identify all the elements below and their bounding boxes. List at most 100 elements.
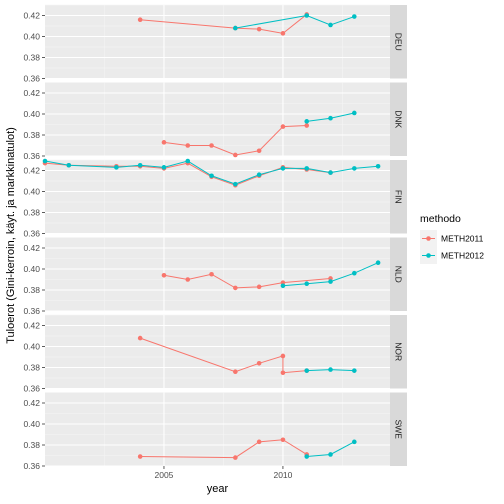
data-point (280, 283, 286, 289)
y-tick-label: 0.38 (23, 285, 40, 295)
x-axis: 2005 2010 (155, 466, 293, 480)
data-point (256, 172, 262, 177)
data-point (209, 143, 214, 148)
data-point (304, 166, 310, 171)
data-point (328, 452, 333, 457)
data-point (375, 164, 381, 169)
facet-strip-label: FIN (394, 190, 404, 204)
x-axis-title: year (207, 483, 229, 495)
y-tick-label: 0.36 (23, 151, 40, 161)
y-tick-label: 0.42 (23, 11, 40, 21)
y-tick-label: 0.38 (23, 53, 40, 63)
data-point (66, 162, 72, 168)
data-point (137, 335, 143, 341)
series-line-meth2011 (44, 162, 331, 186)
y-tick-label: 0.40 (23, 264, 40, 274)
data-point (352, 270, 357, 276)
data-point (209, 173, 214, 179)
facet-strip-label: DEU (394, 33, 404, 51)
panel-nor: 0.36 0.38 0.40 0.42 NOR (23, 314, 407, 394)
data-point (375, 260, 381, 266)
data-point (352, 110, 357, 116)
legend-entry: METH2011 (420, 230, 484, 247)
legend: methodo METH2011 METH2012 (420, 213, 484, 264)
data-point (328, 22, 333, 28)
facet-strip-label: SWE (394, 420, 404, 440)
data-point (280, 31, 286, 36)
panel-background (45, 315, 390, 389)
data-point (161, 140, 167, 145)
series-line-meth2012 (235, 14, 355, 29)
panel-dnk: 0.36 0.38 0.40 0.42 DNK (23, 82, 407, 161)
data-point (280, 124, 286, 129)
data-point (256, 148, 262, 154)
y-tick-label: 0.38 (23, 208, 40, 218)
data-point (280, 280, 286, 285)
data-point (42, 158, 48, 164)
data-point (328, 170, 333, 175)
y-tick-label: 0.42 (23, 88, 40, 98)
data-point (352, 166, 357, 171)
data-point (328, 115, 333, 121)
data-point (161, 165, 167, 170)
panel-background (45, 237, 390, 311)
legend-label: METH2012 (441, 251, 484, 261)
data-point (114, 165, 119, 170)
data-point (137, 454, 143, 459)
data-point (137, 17, 143, 23)
y-tick-label: 0.42 (23, 166, 40, 176)
data-point (233, 285, 238, 291)
data-point (185, 143, 191, 148)
facet-strip (390, 392, 407, 466)
y-tick-label: 0.40 (23, 109, 40, 119)
y-tick-label: 0.42 (23, 243, 40, 253)
facet-strip-label: NOR (394, 342, 404, 361)
data-point (304, 368, 310, 373)
data-point (304, 123, 310, 128)
y-tick-label: 0.40 (23, 419, 40, 429)
panel-fin: 0.36 0.38 0.40 0.42 FIN (23, 158, 407, 239)
data-point (161, 273, 167, 278)
y-axis-title: Tuloerot (Gini-kerroin, käyt. ja markkin… (5, 127, 17, 344)
legend-title: methodo (420, 213, 461, 225)
data-point (304, 13, 310, 18)
y-tick-label: 0.40 (23, 187, 40, 197)
panel-swe: 0.36 0.38 0.40 0.42 SWE (23, 392, 407, 471)
legend-key-point (426, 236, 431, 241)
data-point (233, 25, 238, 31)
y-tick-label: 0.42 (23, 398, 40, 408)
data-point (137, 162, 143, 168)
data-point (233, 181, 238, 187)
data-point (256, 26, 262, 32)
data-point (352, 368, 357, 373)
panel-nld: 0.36 0.38 0.40 0.42 NLD (23, 237, 407, 316)
series-line-meth2011 (140, 337, 307, 374)
x-tick-label: 2005 (155, 470, 174, 480)
data-point (185, 277, 191, 282)
data-point (352, 14, 357, 19)
y-tick-label: 0.36 (23, 384, 40, 394)
panel-deu: 0.36 0.38 0.40 0.42 DEU (23, 4, 407, 84)
data-point (256, 439, 262, 445)
y-tick-label: 0.36 (23, 306, 40, 316)
facet-strip (390, 82, 407, 156)
data-point (256, 284, 262, 290)
y-tick-label: 0.36 (23, 461, 40, 471)
data-point (304, 454, 310, 459)
y-tick-label: 0.38 (23, 440, 40, 450)
data-point (304, 119, 310, 124)
data-point (304, 281, 310, 287)
data-point (280, 437, 286, 443)
data-point (185, 158, 191, 164)
data-point (280, 353, 286, 359)
facet-strip (390, 5, 407, 79)
data-point (328, 279, 333, 284)
data-point (280, 370, 286, 376)
panel-background (45, 5, 390, 79)
data-point (352, 439, 357, 445)
facet-strip (390, 237, 407, 311)
data-point (328, 367, 333, 372)
series-line-meth2012 (44, 160, 379, 185)
y-tick-label: 0.42 (23, 321, 40, 331)
